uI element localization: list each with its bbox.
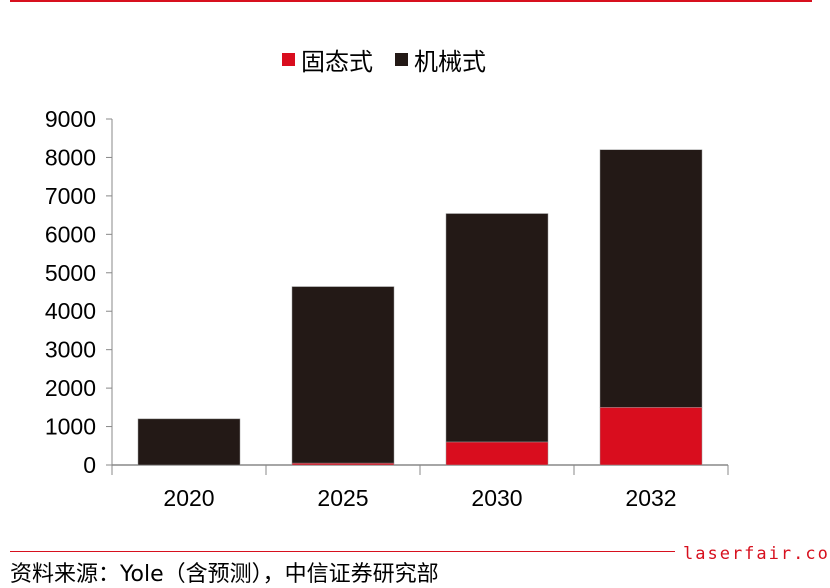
y-tick-label: 9000 — [45, 106, 96, 132]
y-tick-label: 3000 — [45, 337, 96, 363]
bar-mechanical — [137, 418, 241, 466]
legend-label: 机械式 — [414, 48, 486, 76]
legend-swatch — [282, 53, 295, 66]
bar-mechanical — [599, 149, 703, 408]
bar-solid-state — [291, 462, 395, 466]
bar-mechanical — [445, 213, 549, 443]
header-rule — [10, 0, 812, 2]
x-tick-label: 2025 — [317, 485, 368, 511]
bar-solid-state — [599, 407, 703, 466]
y-tick-label: 5000 — [45, 260, 96, 286]
watermark: laserfair.com — [683, 544, 830, 564]
legend-label: 固态式 — [301, 48, 373, 76]
y-tick-label: 1000 — [45, 414, 96, 440]
legend-item-mechanical: 机械式 — [395, 42, 486, 77]
y-tick-label: 0 — [83, 452, 96, 478]
y-tick-label: 6000 — [45, 221, 96, 247]
bar-mechanical — [291, 286, 395, 464]
footer-rule — [10, 551, 675, 552]
y-tick-label: 4000 — [45, 298, 96, 324]
x-tick-label: 2030 — [471, 485, 522, 511]
bar-solid-state — [445, 441, 549, 466]
y-tick-label: 8000 — [45, 144, 96, 170]
legend-item-solid-state: 固态式 — [282, 42, 373, 77]
legend-swatch — [395, 53, 408, 66]
legend: 固态式 机械式 — [282, 42, 508, 77]
source-note: 资料来源：Yole（含预测），中信证券研究部 — [10, 562, 439, 587]
y-tick-label: 7000 — [45, 183, 96, 209]
y-tick-label: 2000 — [45, 375, 96, 401]
stacked-bar-chart: 0 1000 2000 3000 4000 5000 6000 7000 8000 9000 202… — [45, 106, 729, 511]
x-tick-label: 2032 — [625, 485, 676, 511]
x-tick-label: 2020 — [163, 485, 214, 511]
